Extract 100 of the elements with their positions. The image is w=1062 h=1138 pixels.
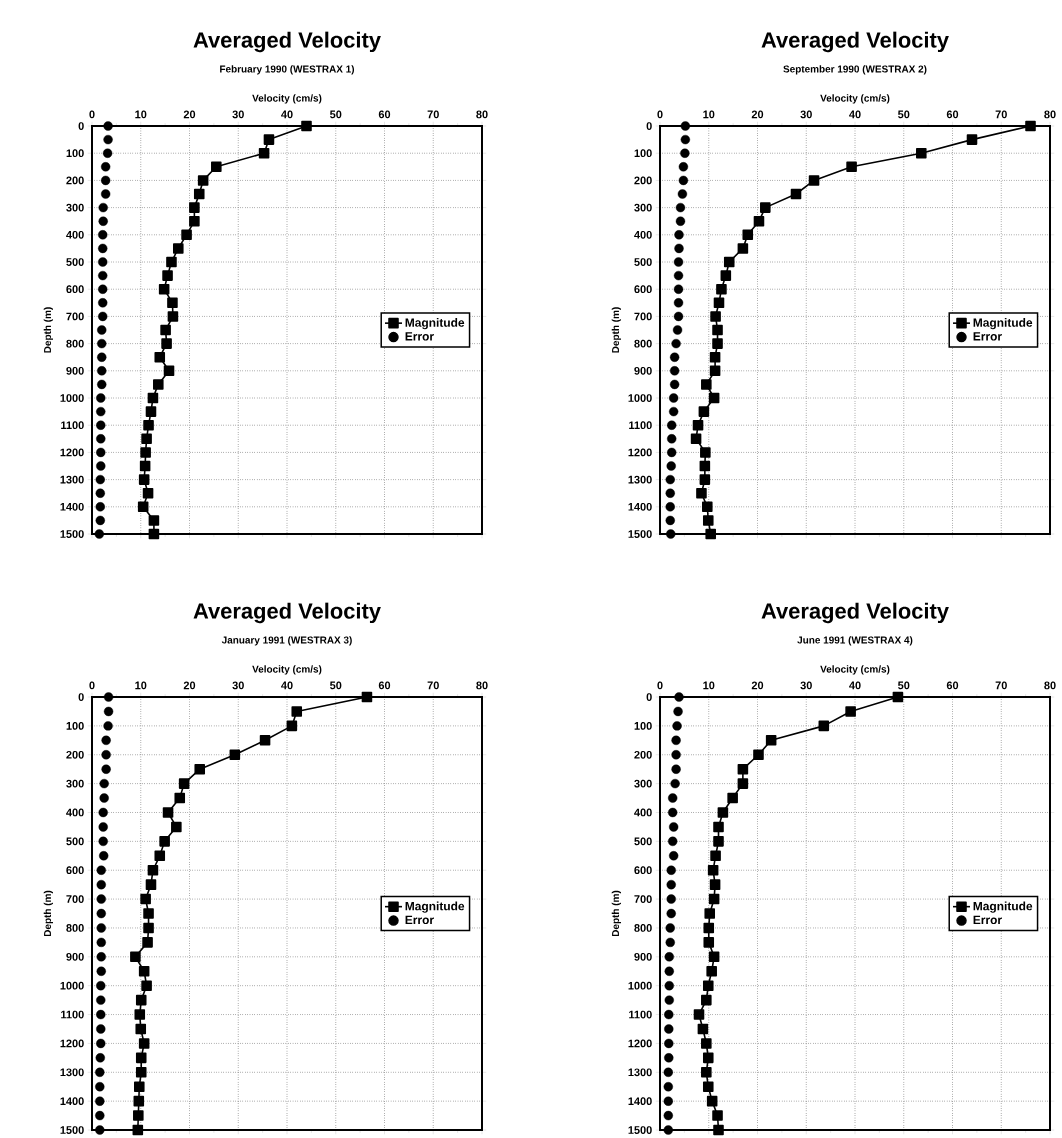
point: [96, 461, 106, 471]
y-tick-label: 1200: [628, 448, 652, 457]
point: [173, 243, 184, 254]
point: [664, 995, 674, 1005]
x-tick-label: 60: [946, 681, 959, 690]
point: [154, 850, 166, 862]
x-tick-label: 40: [281, 110, 293, 119]
point: [669, 379, 680, 390]
point: [98, 270, 108, 281]
y-tick-label: 900: [634, 952, 652, 961]
point: [693, 1009, 705, 1020]
point: [153, 379, 164, 390]
x-tick-label: 20: [183, 110, 196, 119]
point: [669, 366, 680, 376]
point: [673, 257, 684, 267]
x-tick-label: 70: [995, 681, 1007, 690]
x-tick-label: 0: [89, 681, 95, 690]
point: [96, 981, 106, 991]
y-tick-label: 600: [66, 866, 84, 875]
point: [259, 735, 271, 746]
x-tick-label: 40: [281, 681, 293, 690]
point: [712, 338, 723, 349]
point: [697, 1023, 709, 1035]
y-tick-label: 0: [646, 122, 652, 130]
y-tick-label: 500: [634, 837, 652, 846]
point: [143, 908, 154, 919]
point: [100, 175, 111, 186]
y-tick-label: 1300: [628, 475, 652, 484]
point: [99, 851, 109, 861]
point: [96, 434, 106, 444]
point: [664, 1024, 674, 1034]
point: [664, 981, 674, 991]
point: [1025, 120, 1036, 132]
point: [96, 894, 106, 904]
point: [138, 474, 150, 485]
point: [673, 270, 684, 281]
point: [140, 893, 151, 905]
y-axis-title: Depth (m): [43, 890, 53, 937]
point: [707, 864, 719, 876]
point: [96, 908, 106, 919]
point: [675, 202, 686, 213]
point: [703, 937, 715, 948]
point: [790, 188, 802, 200]
point: [753, 215, 765, 227]
point: [673, 284, 684, 294]
point: [98, 822, 108, 832]
y-tick-label: 700: [66, 312, 84, 321]
point: [137, 501, 149, 513]
point: [98, 202, 108, 213]
point: [162, 807, 174, 818]
point: [701, 1067, 712, 1078]
y-tick-label: 600: [66, 285, 84, 294]
point: [286, 720, 298, 732]
y-tick-label: 900: [66, 366, 84, 375]
point: [808, 175, 820, 186]
chart-subtitle: June 1991 (WESTRAX 4): [797, 636, 913, 646]
y-tick-label: 800: [66, 924, 84, 932]
x-tick-label: 10: [703, 681, 715, 690]
x-tick-label: 20: [751, 110, 764, 119]
point: [677, 189, 688, 199]
x-tick-label: 80: [476, 110, 488, 119]
point: [95, 1082, 105, 1092]
point: [97, 352, 107, 362]
x-tick-label: 50: [898, 110, 910, 119]
y-tick-label: 1300: [628, 1068, 652, 1077]
point: [701, 1038, 712, 1049]
point: [101, 750, 111, 760]
y-tick-label: 1200: [60, 1039, 84, 1048]
x-tick-label: 50: [898, 681, 910, 690]
legend-label: Error: [405, 915, 434, 925]
chart-subtitle: January 1991 (WESTRAX 3): [221, 636, 352, 646]
point: [97, 325, 107, 335]
x-tick-label: 30: [800, 681, 812, 690]
point: [95, 1110, 105, 1121]
point: [666, 908, 676, 919]
point: [96, 447, 106, 458]
point: [147, 392, 159, 404]
point: [706, 1095, 718, 1107]
point: [158, 283, 170, 295]
x-tick-label: 20: [751, 681, 764, 690]
chart-subtitle: February 1990 (WESTRAX 1): [220, 65, 355, 75]
y-tick-label: 700: [634, 895, 652, 903]
point: [142, 937, 153, 948]
point: [98, 230, 108, 240]
point: [96, 420, 106, 430]
point: [668, 406, 679, 417]
point: [845, 706, 856, 717]
y-tick-label: 400: [66, 808, 84, 817]
point: [765, 735, 777, 746]
point: [668, 807, 678, 818]
y-tick-label: 1300: [60, 1068, 84, 1077]
point: [96, 393, 106, 403]
point: [663, 1067, 673, 1077]
y-tick-label: 1400: [60, 1097, 84, 1106]
point: [189, 215, 200, 227]
y-tick-label: 1500: [628, 1126, 652, 1134]
chart-title: Averaged Velocity: [193, 31, 381, 53]
y-tick-label: 600: [634, 866, 652, 875]
point: [103, 692, 114, 702]
y-tick-label: 1100: [629, 1010, 652, 1019]
